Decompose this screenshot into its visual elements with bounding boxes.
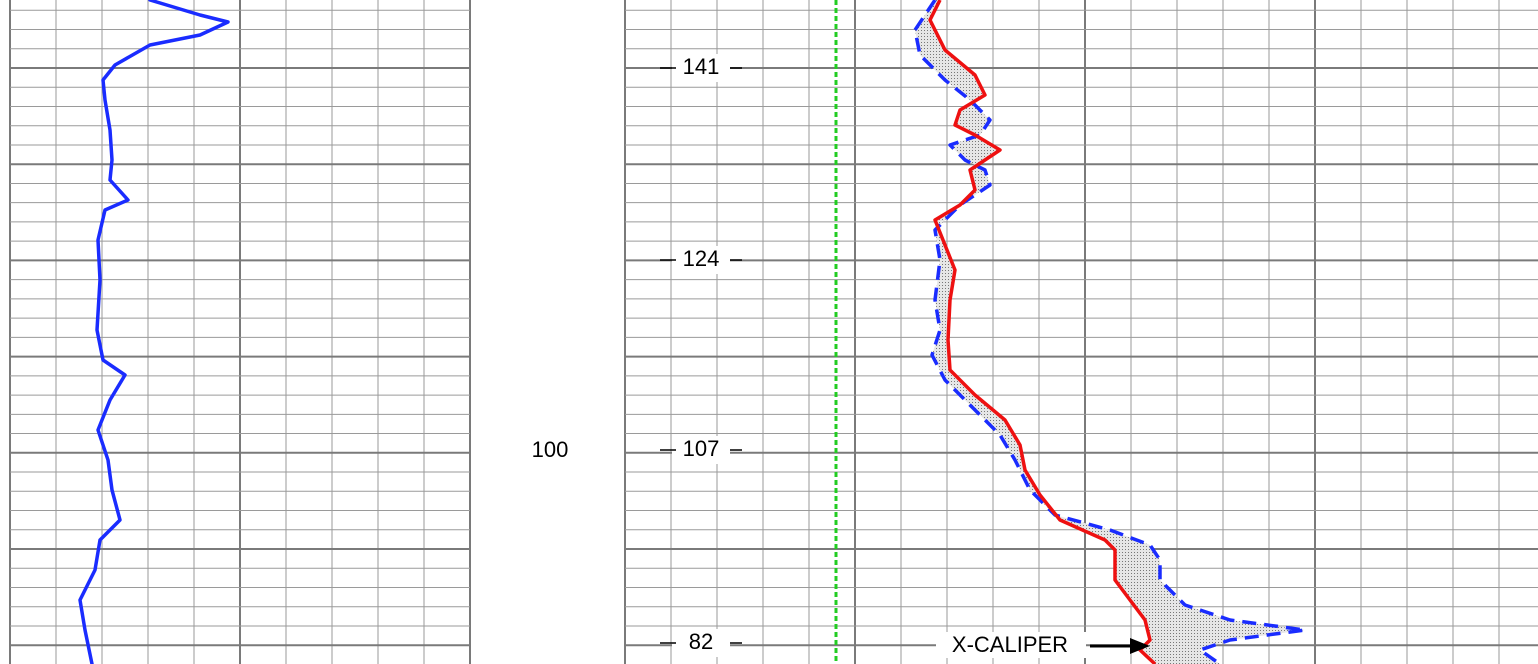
depth-label-bg [672,629,730,657]
depth-label: 82 [689,629,713,654]
depth-label-bg [672,436,730,464]
depth-labels: 141 124 107 82 [660,54,742,657]
curve-label-arrowhead [1130,638,1150,654]
left-curve [78,0,230,664]
grid [9,0,1538,664]
x-caliper-curve [928,0,1157,664]
y-caliper-curve [913,0,1307,664]
curve-label: X-CALIPER [952,632,1068,657]
curve-label-bg [936,632,1086,658]
depth-label-bg [672,246,730,274]
depth-label: 107 [683,436,720,461]
depth-label: 124 [683,246,720,271]
center-label-bg [472,0,624,664]
depth-label-bg [672,54,730,82]
shaded-separation [915,0,1305,664]
center-label: 100 [532,437,569,462]
depth-label: 141 [683,54,720,79]
